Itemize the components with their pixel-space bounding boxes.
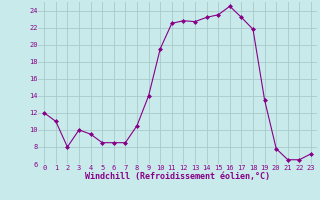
X-axis label: Windchill (Refroidissement éolien,°C): Windchill (Refroidissement éolien,°C) bbox=[85, 172, 270, 181]
